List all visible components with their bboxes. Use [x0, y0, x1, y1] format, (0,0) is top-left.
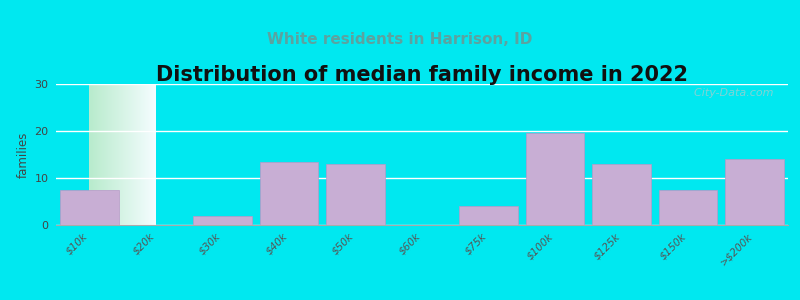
Bar — [726, 159, 784, 225]
Bar — [459, 206, 518, 225]
Bar — [60, 190, 118, 225]
Bar — [326, 164, 385, 225]
Bar — [260, 161, 318, 225]
Title: Distribution of median family income in 2022: Distribution of median family income in … — [156, 65, 688, 85]
Bar — [592, 164, 651, 225]
Bar — [526, 133, 584, 225]
Text: White residents in Harrison, ID: White residents in Harrison, ID — [267, 32, 533, 46]
Y-axis label: families: families — [17, 131, 30, 178]
Bar — [193, 216, 252, 225]
Bar — [659, 190, 718, 225]
Text: City-Data.com: City-Data.com — [687, 88, 774, 98]
